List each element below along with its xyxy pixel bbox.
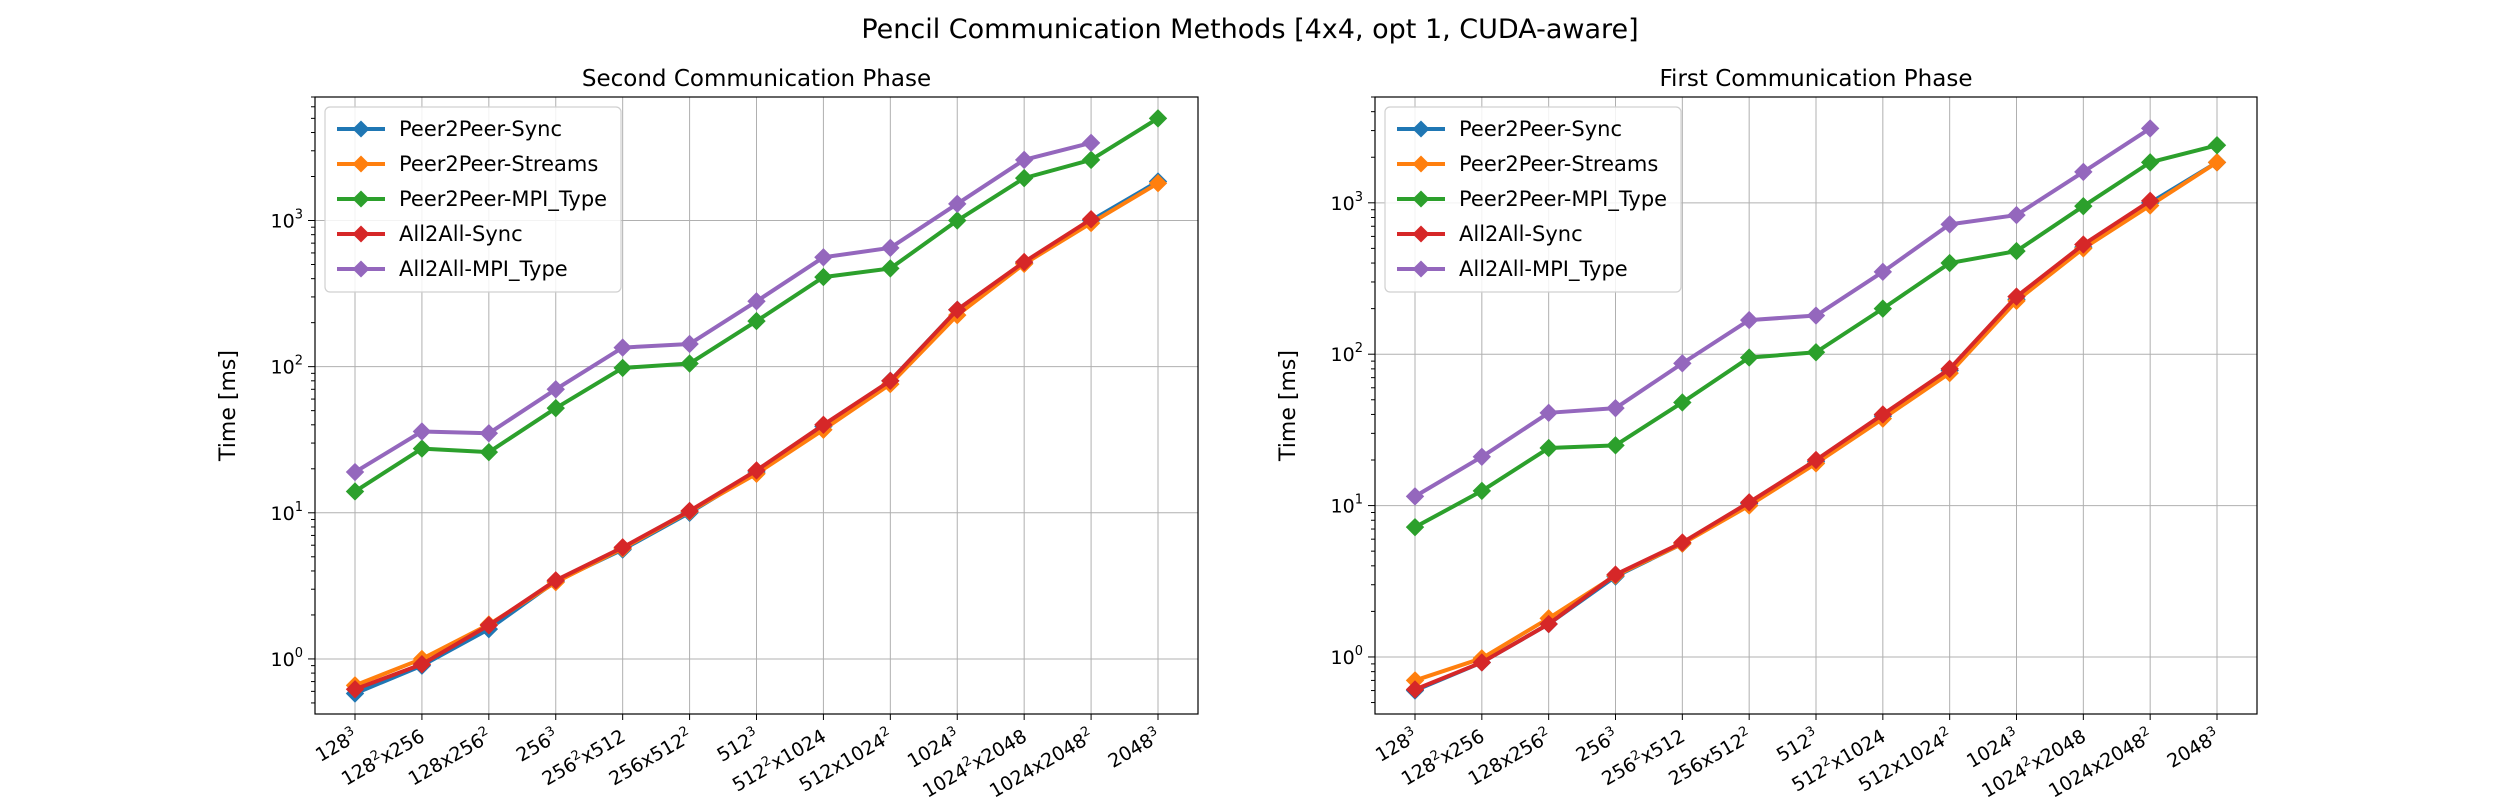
x-tick-label: 20483	[1103, 724, 1164, 773]
legend-label: Peer2Peer-Streams	[399, 152, 598, 176]
y-tick-label: 101	[271, 500, 303, 525]
y-axis-label: Time [ms]	[1276, 350, 1301, 462]
legend-label: All2All-Sync	[399, 222, 523, 246]
y-tick-label: 100	[1331, 644, 1363, 669]
legend-label: All2All-MPI_Type	[399, 257, 568, 282]
legend: Peer2Peer-Sync Peer2Peer-Streams Peer2Peer…	[1385, 107, 1681, 292]
data-point	[1083, 134, 1100, 151]
x-tick-label: 2563	[512, 724, 563, 767]
legend-label: Peer2Peer-Sync	[399, 117, 562, 141]
data-point	[1407, 519, 1424, 536]
x-tick-label: 2563	[1571, 724, 1622, 767]
data-point	[614, 359, 631, 376]
panel-title: Second Communication Phase	[582, 66, 931, 92]
y-axis-label: Time [ms]	[216, 350, 241, 462]
legend-label: Peer2Peer-Sync	[1459, 117, 1622, 141]
x-tick-label: 20483	[2162, 724, 2223, 773]
y-tick-label: 102	[1331, 341, 1363, 366]
data-point	[1407, 488, 1424, 505]
legend-label: All2All-Sync	[1459, 222, 1583, 246]
panel-second-communication-phase: Second Communication Phase12831282x25612…	[216, 66, 1198, 800]
x-tick-label: 1283	[311, 724, 362, 767]
legend: Peer2Peer-Sync Peer2Peer-Streams Peer2Peer…	[325, 107, 621, 292]
x-tick-label: 5123	[1772, 724, 1823, 767]
legend-label: All2All-MPI_Type	[1459, 257, 1628, 282]
legend-label: Peer2Peer-MPI_Type	[1459, 187, 1667, 212]
panel-title: First Communication Phase	[1660, 66, 1973, 92]
legend-label: Peer2Peer-MPI_Type	[399, 187, 607, 212]
data-point	[1150, 175, 1167, 192]
x-tick-label: 5123	[712, 724, 763, 767]
y-tick-label: 103	[1331, 190, 1363, 215]
data-point	[2209, 137, 2226, 154]
x-tick-label: 1283	[1371, 724, 1422, 767]
legend-label: Peer2Peer-Streams	[1459, 152, 1658, 176]
y-tick-label: 102	[271, 354, 303, 379]
data-point	[347, 464, 364, 481]
y-tick-label: 100	[271, 646, 303, 671]
y-tick-label: 103	[271, 208, 303, 233]
suptitle: Pencil Communication Methods [4x4, opt 1…	[861, 14, 1638, 45]
y-tick-label: 101	[1331, 493, 1363, 518]
data-point	[413, 423, 430, 440]
panel-first-communication-phase: First Communication Phase12831282x256128…	[1276, 66, 2257, 800]
